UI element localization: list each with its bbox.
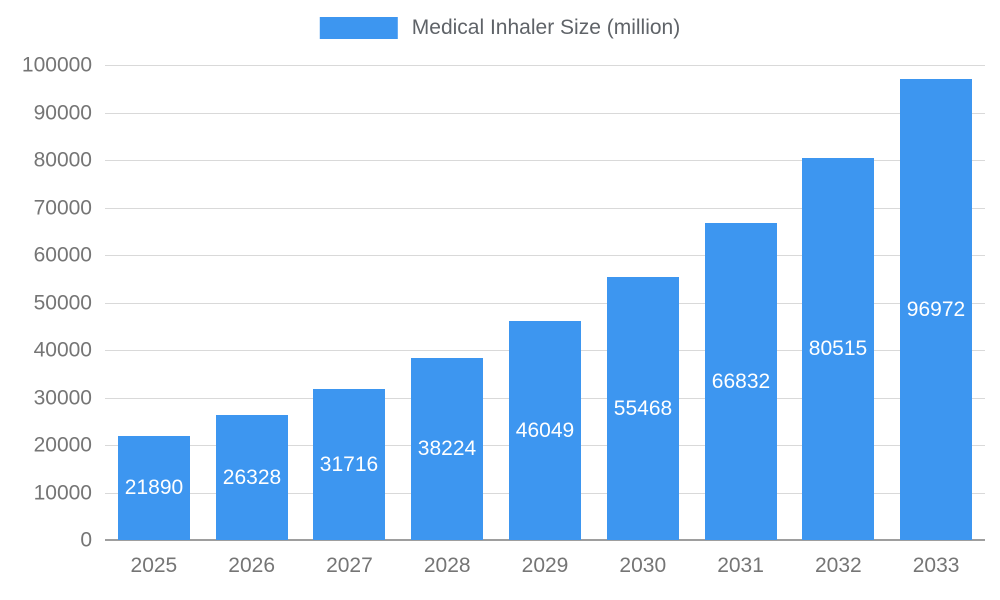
x-tick-label: 2026 — [228, 554, 276, 577]
gridline — [105, 302, 985, 304]
legend[interactable]: Medical Inhaler Size (million) — [319, 16, 681, 40]
y-tick-label: 20000 — [33, 433, 92, 457]
y-tick-label: 70000 — [33, 196, 92, 219]
bar[interactable]: 21890 — [118, 436, 190, 540]
legend-swatch-icon — [319, 17, 398, 39]
x-tick-label: 2029 — [521, 554, 569, 577]
y-tick-label: 80000 — [33, 148, 92, 172]
y-tick-label: 40000 — [33, 338, 92, 362]
gridline — [105, 255, 985, 256]
bar-value-label: 26328 — [222, 465, 282, 489]
bar[interactable]: 66832 — [705, 223, 777, 540]
gridline — [105, 112, 985, 114]
x-tick-label: 2025 — [130, 554, 178, 577]
x-tick-label: 2030 — [619, 554, 667, 577]
x-axis-line — [105, 539, 985, 541]
bar-value-label: 55468 — [613, 396, 673, 420]
x-tick-label: 2028 — [423, 554, 471, 577]
bar[interactable]: 46049 — [509, 321, 581, 540]
legend-label: Medical Inhaler Size (million) — [411, 16, 681, 39]
x-tick-label: 2027 — [326, 554, 373, 577]
y-tick-label: 100000 — [21, 53, 92, 77]
y-tick-label: 0 — [80, 528, 92, 552]
y-tick-label: 50000 — [33, 291, 92, 314]
plot-area: 21890 26328 31716 38224 46049 55468 66832 80515… — [105, 65, 985, 541]
y-tick-label: 30000 — [33, 386, 92, 409]
bar[interactable]: 55468 — [607, 277, 679, 540]
bar[interactable]: 31716 — [313, 389, 385, 540]
x-tick-label: 2032 — [814, 554, 862, 577]
bar[interactable]: 26328 — [216, 415, 288, 540]
bar-value-label: 80515 — [808, 337, 868, 360]
bar[interactable]: 38224 — [411, 358, 483, 540]
bar[interactable]: 96972 — [900, 79, 972, 540]
bar-value-label: 38224 — [417, 437, 477, 460]
bar-value-label: 66832 — [711, 369, 771, 393]
x-tick-label: 2031 — [717, 554, 764, 577]
bar-value-label: 46049 — [515, 418, 575, 442]
bar-value-label: 96972 — [906, 297, 966, 321]
x-tick-label: 2033 — [912, 554, 960, 577]
y-tick-label: 60000 — [33, 243, 92, 267]
gridline — [105, 160, 985, 161]
gridline — [105, 65, 985, 66]
bar-value-label: 21890 — [124, 476, 184, 499]
bar[interactable]: 80515 — [802, 158, 874, 540]
gridline — [105, 207, 985, 209]
bar-value-label: 31716 — [319, 452, 379, 476]
y-tick-label: 90000 — [33, 101, 92, 124]
y-tick-label: 10000 — [33, 481, 92, 504]
